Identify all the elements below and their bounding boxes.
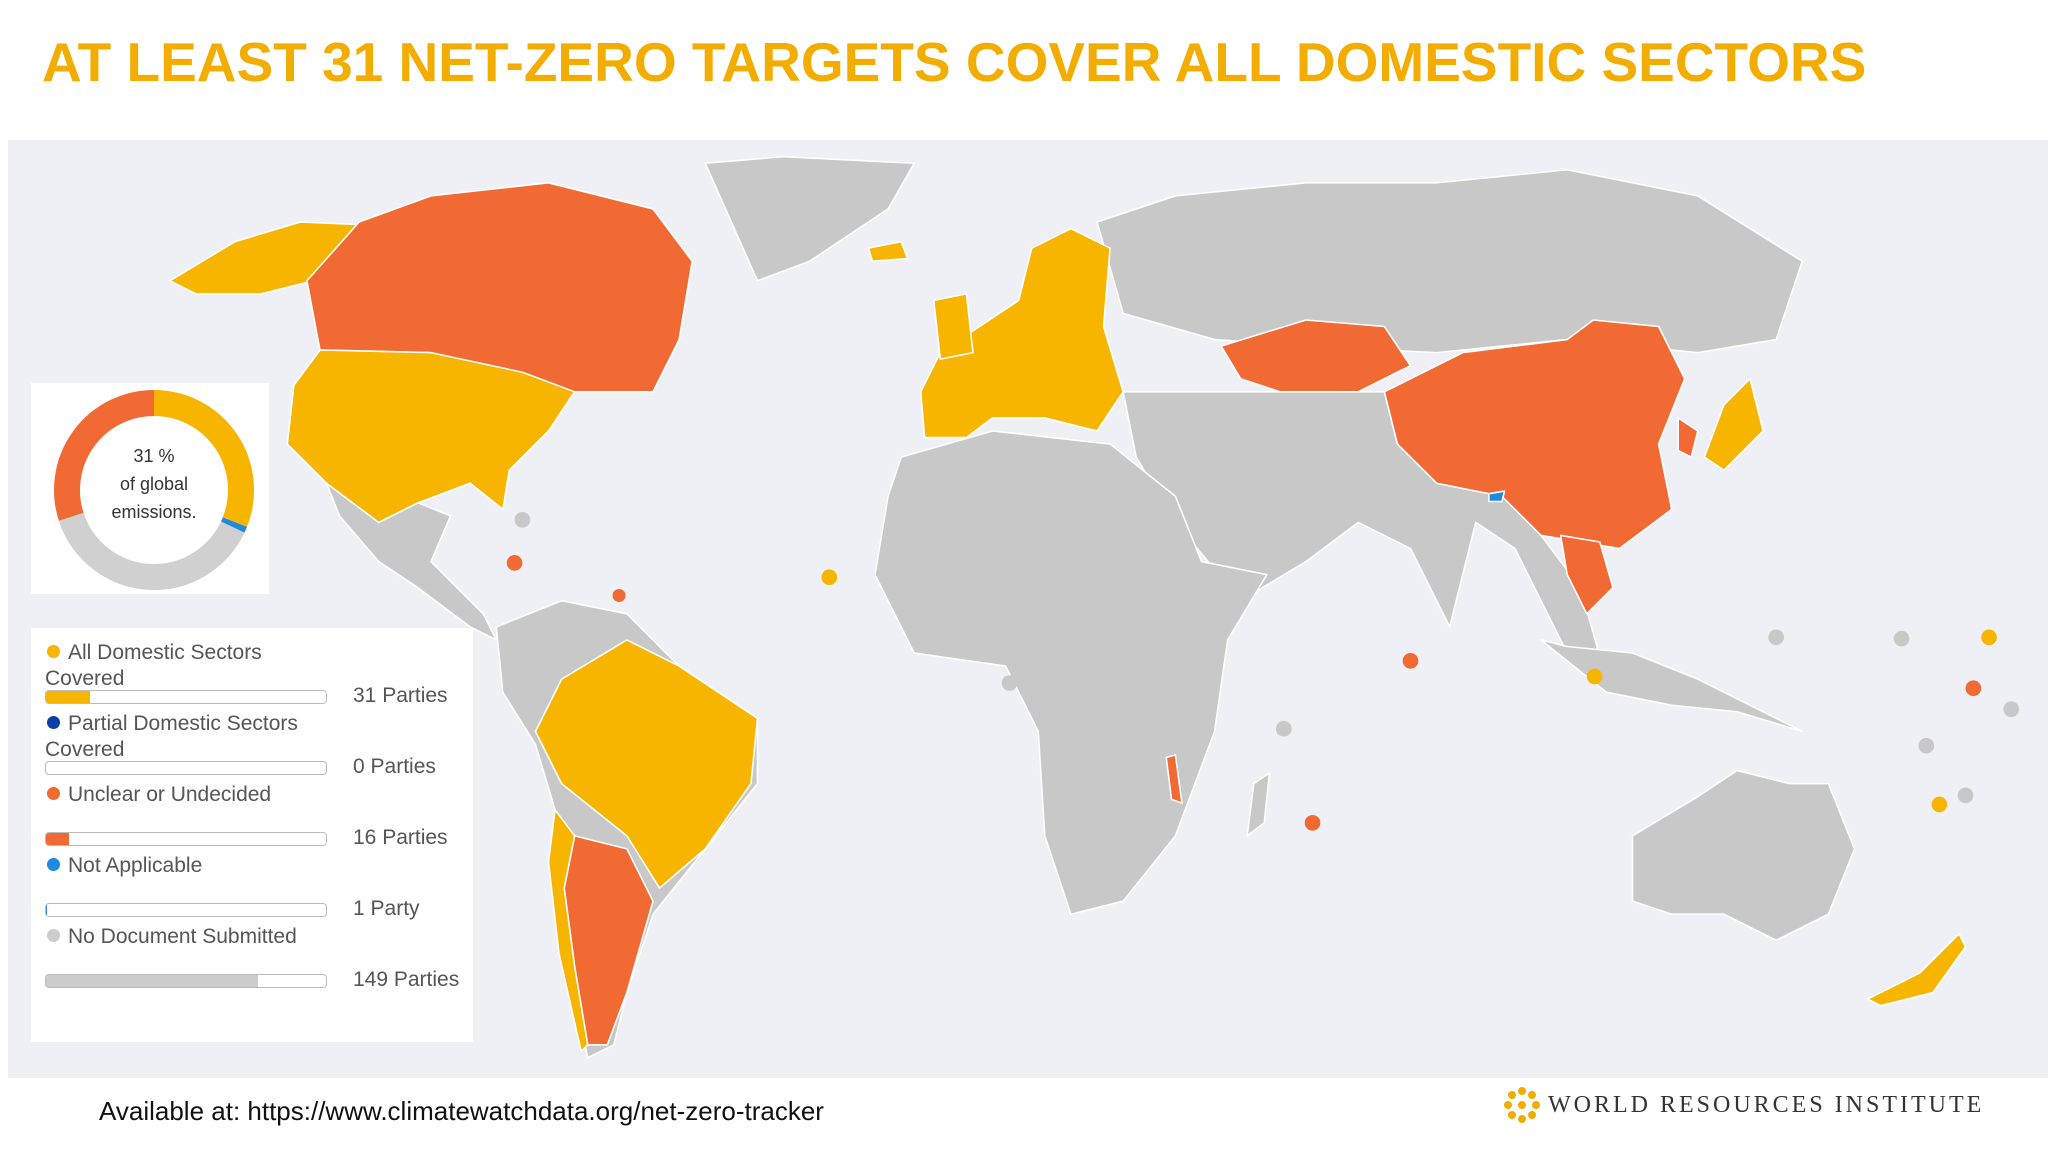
legend-label: All Domestic Sectors Covered [45, 640, 315, 692]
legend-label: Unclear or Undecided [45, 782, 315, 808]
island [1001, 675, 1018, 691]
island [612, 589, 626, 603]
legend-swatch [47, 716, 60, 729]
legend-swatch [47, 929, 60, 942]
legend-item: All Domestic Sectors Covered 31 Parties [45, 628, 465, 707]
island [2003, 701, 2020, 717]
count-label: 1 Party [353, 897, 420, 920]
legend-item: No Document Submitted 149 Parties [45, 912, 465, 991]
count-bar [46, 833, 69, 845]
island [1768, 629, 1784, 646]
korea [1677, 417, 1699, 458]
count-bar-track [45, 974, 327, 988]
legend-item: Unclear or Undecided 16 Parties [45, 770, 465, 849]
legend-label: Partial Domestic Sectors Covered [45, 711, 315, 763]
island [1965, 680, 1982, 697]
china [1383, 319, 1686, 550]
island [821, 569, 838, 586]
donut-caption: emissions. [111, 502, 196, 522]
count-label: 31 Parties [353, 684, 448, 707]
donut-caption: of global [120, 474, 188, 494]
island [1586, 668, 1603, 685]
brazil [534, 639, 759, 889]
legend-text: Unclear or Undecided [68, 783, 272, 806]
greenland [704, 155, 915, 282]
donut-chart: 31 % of global emissions. [54, 390, 254, 590]
europe [919, 227, 1124, 439]
kazakhstan [1220, 319, 1412, 393]
count-bar-track [45, 690, 327, 704]
donut-segment [220, 517, 247, 533]
island [1957, 787, 1974, 804]
count-bar-track [45, 761, 327, 775]
russia [1096, 168, 1804, 354]
legend-swatch [47, 645, 60, 658]
japan [1703, 377, 1764, 471]
legend-item: Not Applicable 1 Party [45, 841, 465, 920]
legend-text: Not Applicable [68, 854, 203, 877]
uk [933, 293, 974, 360]
island [1931, 796, 1948, 813]
org-name: WORLD RESOURCES INSTITUTE [1548, 1092, 1985, 1118]
chile [547, 808, 589, 1053]
new-zealand [1866, 933, 1967, 1007]
count-label: 16 Parties [353, 826, 448, 849]
island [514, 511, 531, 528]
africa [874, 430, 1268, 915]
count-bar [46, 691, 91, 703]
wri-logo [1504, 1087, 1540, 1123]
legend-text: All Domestic Sectors Covered [45, 641, 262, 690]
island [1402, 653, 1419, 669]
donut-segment [58, 512, 245, 590]
iceland [867, 240, 909, 262]
island [1275, 720, 1292, 737]
bhutan [1488, 490, 1506, 503]
world-map [168, 155, 2020, 1059]
madagascar [1246, 772, 1271, 837]
legend-label: Not Applicable [45, 853, 315, 879]
usa [286, 349, 576, 524]
count-bar-track [45, 832, 327, 846]
malawi [1165, 754, 1183, 804]
count-label: 149 Parties [353, 968, 460, 991]
legend-text: Partial Domestic Sectors Covered [45, 712, 298, 761]
donut-box: 31 % of global emissions. [31, 383, 269, 594]
legend-text: No Document Submitted [68, 925, 297, 948]
laos-vietnam [1559, 534, 1614, 615]
donut-center-label: 31 % [133, 446, 174, 466]
legend-swatch [47, 787, 60, 800]
count-bar-track [45, 903, 327, 917]
australia [1631, 769, 1856, 942]
island [1918, 737, 1935, 754]
indonesia [1540, 639, 1804, 733]
legend-item: Partial Domestic Sectors Covered 0 Partie… [45, 699, 465, 778]
count-bar [46, 904, 48, 916]
count-label: 0 Parties [353, 755, 436, 778]
count-bar [46, 975, 258, 987]
source-note: Available at: https://www.climatewatchda… [99, 1096, 824, 1126]
title: AT LEAST 31 NET-ZERO TARGETS COVER ALL D… [42, 31, 1867, 93]
legend: All Domestic Sectors Covered 31 Parties Pa… [31, 628, 473, 1042]
legend-swatch [47, 858, 60, 871]
island [506, 555, 523, 571]
donut-segment [54, 390, 155, 521]
legend-label: No Document Submitted [45, 924, 315, 950]
island [1981, 629, 1997, 646]
island [1304, 814, 1321, 831]
donut-segment [153, 390, 254, 527]
island [1893, 630, 1910, 647]
